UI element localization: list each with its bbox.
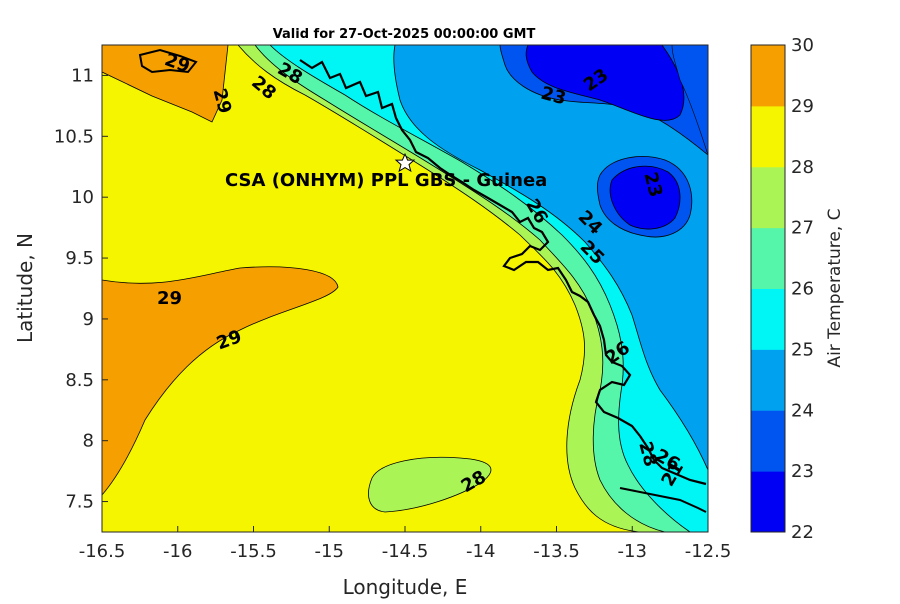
x-axis: -16.5 -16 -15.5 -15 -14.5 -14 -13.5 -13 -12.5 [79, 526, 732, 562]
colorbar-tick-label: 22 [791, 522, 814, 543]
y-tick-label: 10.5 [54, 126, 94, 147]
x-tick-label: -14.5 [382, 541, 429, 562]
colorbar-tick-label: 26 [791, 279, 814, 300]
y-tick-label: 8 [83, 431, 94, 452]
colorbar-frame [750, 44, 786, 533]
y-tick-label: 9.5 [65, 248, 94, 269]
y-tick-label: 11 [71, 65, 94, 86]
colorbar-band [751, 166, 785, 229]
colorbar-tick-label: 25 [791, 339, 814, 360]
colorbar: 22 23 24 25 26 27 28 29 30 [750, 35, 814, 543]
colorbar-band [751, 45, 785, 107]
x-tick-label: -16.5 [79, 541, 126, 562]
colorbar-tick-label: 28 [791, 157, 814, 178]
y-axis: 7.5 8 8.5 9 9.5 10 10.5 11 [54, 65, 108, 513]
colorbar-band [751, 288, 785, 350]
x-tick-label: -13 [618, 541, 647, 562]
y-tick-label: 8.5 [65, 370, 94, 391]
x-tick-label: -12.5 [685, 541, 732, 562]
y-tick-label: 7.5 [65, 492, 94, 513]
site-marker [394, 152, 416, 173]
colorbar-label: Air Temperature, C [825, 208, 845, 367]
chart-title: Valid for 27-Oct-2025 00:00:00 GMT [273, 27, 536, 42]
x-tick-label: -13.5 [533, 541, 580, 562]
colorbar-tick-label: 30 [791, 35, 814, 56]
x-tick-label: -15.5 [230, 541, 277, 562]
x-axis-label: Longitude, E [343, 575, 468, 599]
site-label: CSA (ONHYM) PPL GBS - Guinea [225, 170, 547, 191]
colorbar-tick-label: 27 [791, 218, 814, 239]
colorbar-tick-label: 29 [791, 96, 814, 117]
colorbar-band [751, 471, 785, 533]
colorbar-band [751, 410, 785, 472]
x-tick-label: -16 [163, 541, 192, 562]
colorbar-tick-label: 23 [791, 461, 814, 482]
contour-map: 29 28 29 29 29 28 28 23 23 23 24 25 26 2… [102, 45, 708, 532]
x-tick-label: -14 [466, 541, 495, 562]
x-tick-label: -15 [315, 541, 344, 562]
colorbar-band [751, 105, 785, 168]
contour-label: 29 [157, 288, 182, 309]
y-tick-label: 9 [83, 309, 94, 330]
colorbar-band [751, 349, 785, 411]
y-axis-label: Latitude, N [13, 233, 37, 343]
y-tick-label: 10 [71, 187, 94, 208]
colorbar-band [751, 227, 785, 289]
colorbar-tick-label: 24 [791, 400, 814, 421]
